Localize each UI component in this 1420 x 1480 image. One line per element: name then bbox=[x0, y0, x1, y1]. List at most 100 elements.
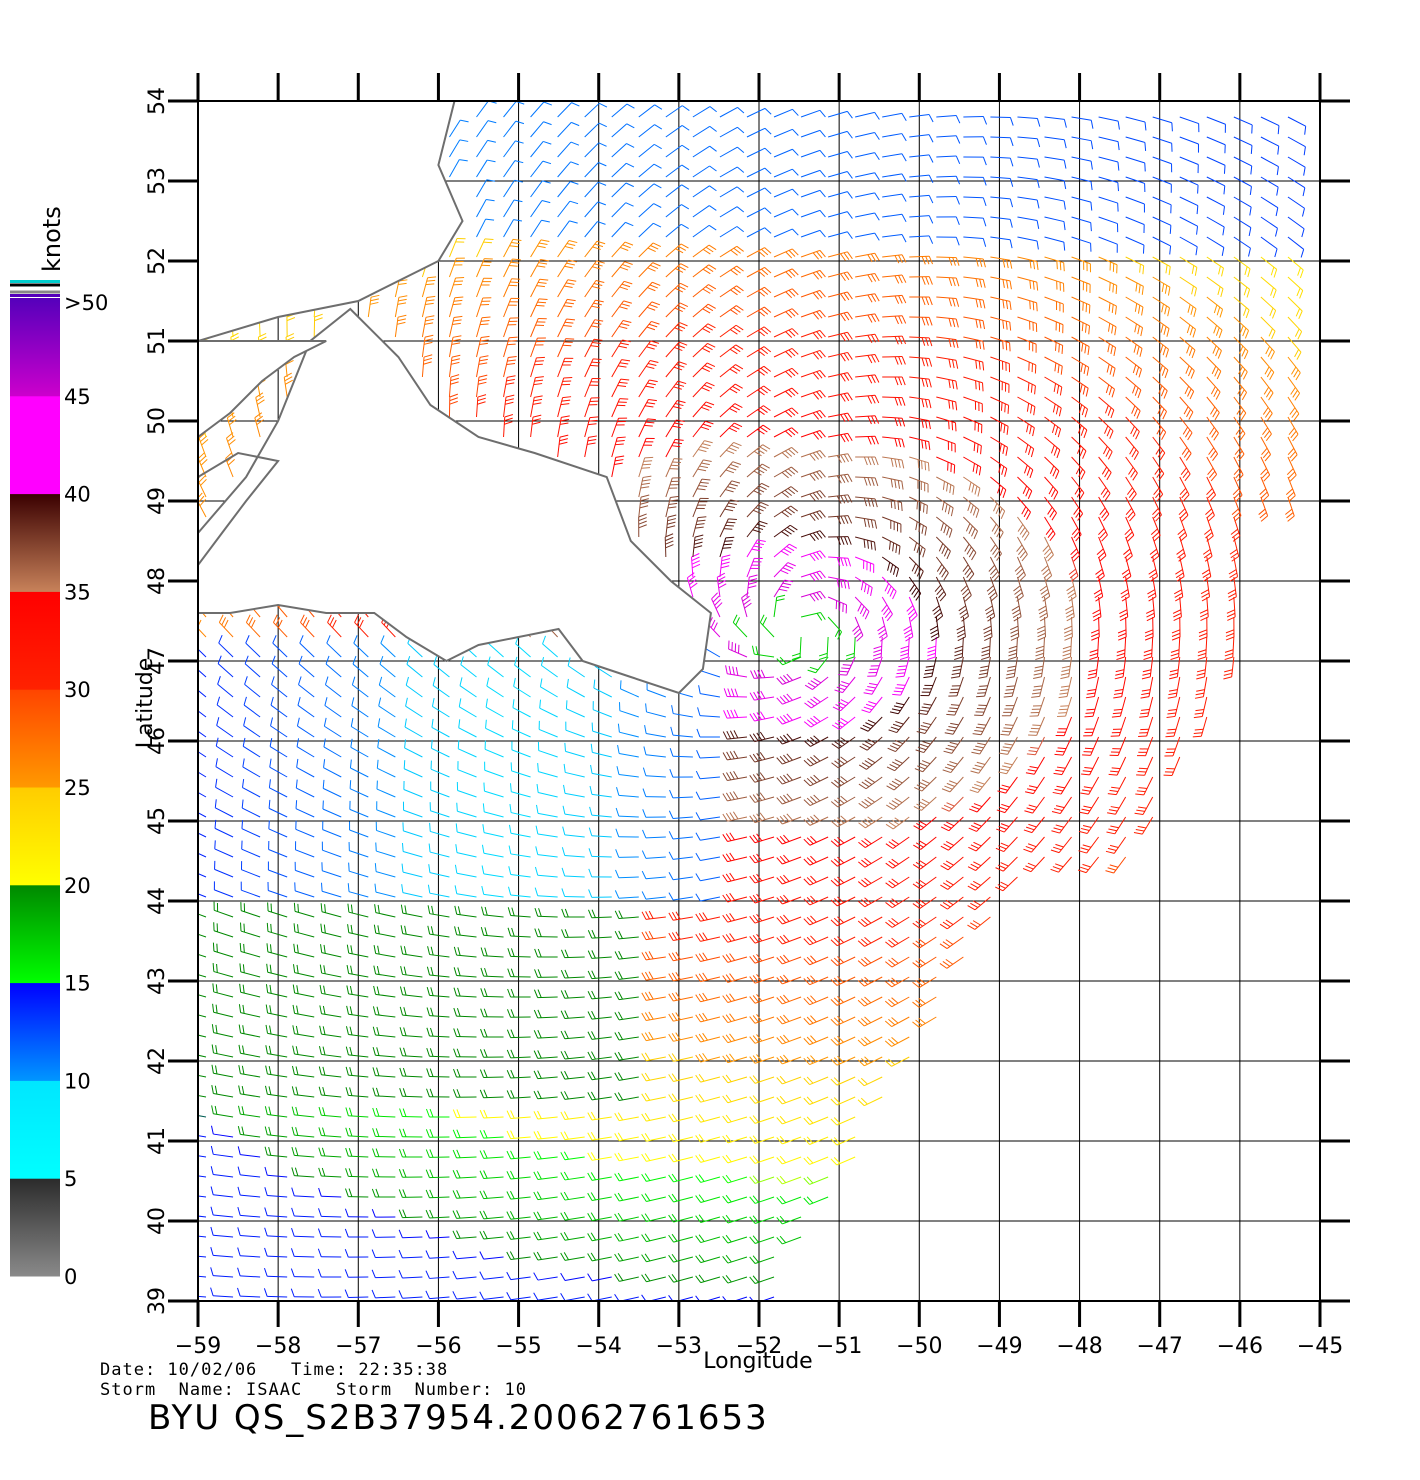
wind-barb bbox=[533, 989, 558, 999]
wind-barb bbox=[1060, 656, 1073, 680]
wind-barb bbox=[857, 996, 883, 1007]
wind-barb bbox=[773, 188, 799, 198]
wind-barb bbox=[1044, 516, 1056, 542]
wind-barb bbox=[773, 486, 799, 498]
wind-barb bbox=[611, 143, 635, 158]
wind-barb bbox=[641, 1133, 666, 1142]
wind-barb bbox=[399, 1088, 423, 1098]
wind-barb bbox=[454, 926, 477, 938]
wind-barb bbox=[1260, 216, 1278, 237]
colorbar-tick-label: 0 bbox=[64, 1265, 77, 1289]
wind-barb bbox=[198, 1034, 207, 1038]
wind-barb bbox=[912, 936, 937, 949]
wind-barb bbox=[831, 716, 856, 730]
wind-barb bbox=[371, 1229, 396, 1238]
wind-barb bbox=[345, 1168, 369, 1178]
wind-barb bbox=[665, 164, 690, 178]
wind-barb bbox=[293, 923, 315, 938]
wind-barb bbox=[533, 1272, 558, 1281]
wind-barb bbox=[723, 688, 747, 698]
wind-barb bbox=[668, 1274, 694, 1283]
wind-barb bbox=[1063, 616, 1073, 641]
wind-barb bbox=[295, 800, 315, 818]
wind-barb bbox=[508, 845, 531, 858]
wind-barb bbox=[292, 1045, 315, 1058]
wind-barb bbox=[863, 676, 883, 695]
wind-barb bbox=[509, 804, 531, 818]
coastline-west bbox=[198, 451, 280, 566]
wind-barb bbox=[858, 756, 883, 770]
wind-barb bbox=[749, 731, 775, 743]
wind-barb bbox=[776, 1075, 802, 1085]
wind-barb bbox=[638, 379, 658, 398]
wind-barb bbox=[401, 884, 423, 898]
wind-barb bbox=[454, 864, 477, 878]
wind-barb bbox=[1179, 276, 1197, 297]
wind-barb bbox=[1065, 596, 1075, 622]
wind-barb bbox=[198, 751, 207, 758]
wind-barb bbox=[695, 791, 720, 800]
wind-barb bbox=[800, 209, 826, 218]
wind-barb bbox=[448, 374, 460, 398]
wind-barb bbox=[530, 180, 551, 198]
wind-barb bbox=[587, 1091, 612, 1101]
wind-barb bbox=[421, 276, 437, 298]
wind-barb bbox=[218, 635, 234, 658]
wind-barb bbox=[692, 440, 713, 458]
wind-barb bbox=[803, 1136, 829, 1145]
wind-barb bbox=[746, 107, 772, 118]
wind-barb bbox=[563, 784, 585, 798]
wind-barb bbox=[426, 1027, 450, 1038]
wind-barb bbox=[913, 796, 937, 811]
wind-barb bbox=[671, 705, 693, 718]
wind-barb bbox=[1105, 856, 1127, 874]
wind-barb bbox=[587, 1031, 612, 1040]
wind-barb bbox=[245, 635, 261, 658]
wind-barb bbox=[1098, 116, 1120, 130]
wind-barb bbox=[346, 964, 369, 978]
wind-barb bbox=[584, 397, 600, 418]
wind-barb bbox=[211, 1064, 234, 1078]
wind-barb bbox=[198, 953, 207, 958]
wind-barb bbox=[906, 596, 918, 622]
wind-barb bbox=[665, 105, 690, 118]
wind-barb bbox=[350, 738, 369, 758]
wind-barb bbox=[872, 636, 883, 661]
wind-barb bbox=[534, 887, 558, 898]
wind-barb bbox=[1017, 216, 1040, 229]
wind-barb bbox=[237, 1186, 261, 1198]
wind-barb bbox=[990, 156, 1014, 167]
wind-barb bbox=[454, 905, 477, 918]
wind-barb bbox=[692, 264, 717, 278]
wind-barb bbox=[1206, 436, 1219, 461]
wind-barb bbox=[719, 480, 741, 498]
wind-barb bbox=[1098, 396, 1115, 419]
wind-barb bbox=[1287, 296, 1303, 320]
wind-barb bbox=[507, 968, 531, 978]
wind-barb bbox=[638, 456, 654, 478]
wind-barb bbox=[908, 556, 924, 580]
wind-barb bbox=[1125, 396, 1141, 419]
wind-barb bbox=[749, 994, 775, 1004]
wind-barb bbox=[776, 874, 802, 885]
wind-barb bbox=[399, 1067, 423, 1078]
wind-barb bbox=[722, 1074, 748, 1084]
wind-barb bbox=[374, 904, 396, 918]
wind-barb bbox=[1179, 436, 1192, 461]
wind-barb bbox=[448, 277, 465, 298]
wind-barb bbox=[198, 1074, 207, 1078]
wind-barb bbox=[299, 635, 315, 658]
wind-barb bbox=[1120, 576, 1130, 602]
wind-barb bbox=[476, 258, 493, 278]
wind-barb bbox=[746, 365, 771, 378]
wind-barb bbox=[800, 149, 826, 158]
wind-barb bbox=[371, 1269, 396, 1279]
wind-barb bbox=[1124, 516, 1135, 542]
wind-barb bbox=[218, 614, 234, 638]
wind-barb bbox=[479, 1230, 504, 1240]
wind-barb bbox=[719, 383, 743, 398]
wind-barb bbox=[317, 1228, 342, 1238]
wind-barb bbox=[584, 280, 605, 298]
wind-barb bbox=[614, 1031, 639, 1041]
wind-barb bbox=[372, 1026, 396, 1038]
